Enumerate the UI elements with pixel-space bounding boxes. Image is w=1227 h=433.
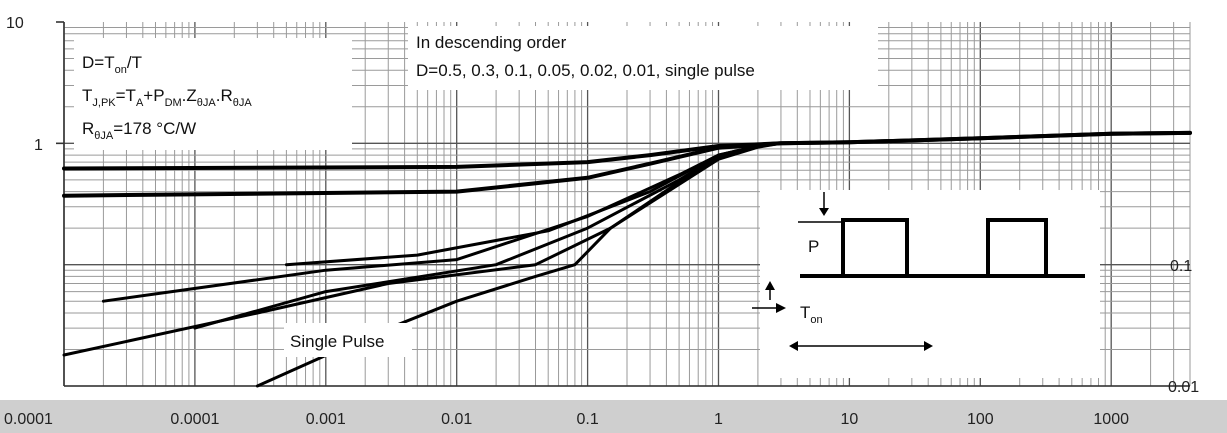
inset-p-arrowhead — [819, 208, 829, 216]
x-tick-label: 0.01 — [441, 411, 472, 428]
y-tick-label-1: 1 — [34, 137, 43, 154]
pulse-inset: P Ton — [752, 190, 1100, 378]
formula-tj: TJ,PK=TA+PDM.ZθJA.RθJA — [82, 86, 252, 109]
x-tick-label: 0.0001 — [4, 411, 53, 428]
y-tick-label-0.1: 0.1 — [1170, 258, 1192, 275]
single-pulse-label: Single Pulse — [290, 332, 385, 351]
single-pulse-box — [284, 323, 412, 357]
order-box — [408, 26, 878, 90]
inset-ton-label: Ton — [800, 303, 823, 326]
inset-period-arrowhead-right — [924, 341, 933, 351]
y-tick-label-10: 10 — [6, 15, 24, 32]
inset-up-arrowhead — [765, 281, 775, 290]
order-line-2: D=0.5, 0.3, 0.1, 0.05, 0.02, 0.01, singl… — [416, 61, 755, 80]
x-tick-label: 0.001 — [306, 411, 346, 428]
x-tick-label: 1000 — [1093, 411, 1129, 428]
formula-d: D=Ton/T — [82, 53, 142, 76]
x-tick-labels: 0.0001 0.0001 0.001 0.01 0.1 1 10 100 10… — [4, 411, 1129, 428]
formula-box — [74, 38, 352, 150]
x-tick-label: 0.0001 — [170, 411, 219, 428]
y-tick-labels: 10 1 0.1 0.01 — [6, 15, 1199, 396]
x-tick-label: 0.1 — [576, 411, 598, 428]
inset-background — [760, 190, 1100, 378]
series-lines — [62, 130, 1192, 388]
series-line — [255, 131, 1192, 388]
x-tick-label: 10 — [840, 411, 858, 428]
y-tick-label-0.01: 0.01 — [1168, 379, 1199, 396]
inset-pulse-2 — [986, 218, 1048, 276]
x-tick-label: 100 — [967, 411, 994, 428]
formula-r: RθJA=178 °C/W — [82, 119, 196, 142]
x-tick-label: 1 — [714, 411, 723, 428]
axes — [0, 21, 1227, 433]
inset-period-arrowhead-left — [789, 341, 798, 351]
inset-p-label: P — [808, 237, 819, 256]
x-axis-band — [0, 400, 1227, 433]
order-line-1: In descending order — [416, 33, 567, 52]
inset-pulse-1 — [841, 218, 909, 276]
inset-ton-arrowhead — [776, 303, 786, 313]
